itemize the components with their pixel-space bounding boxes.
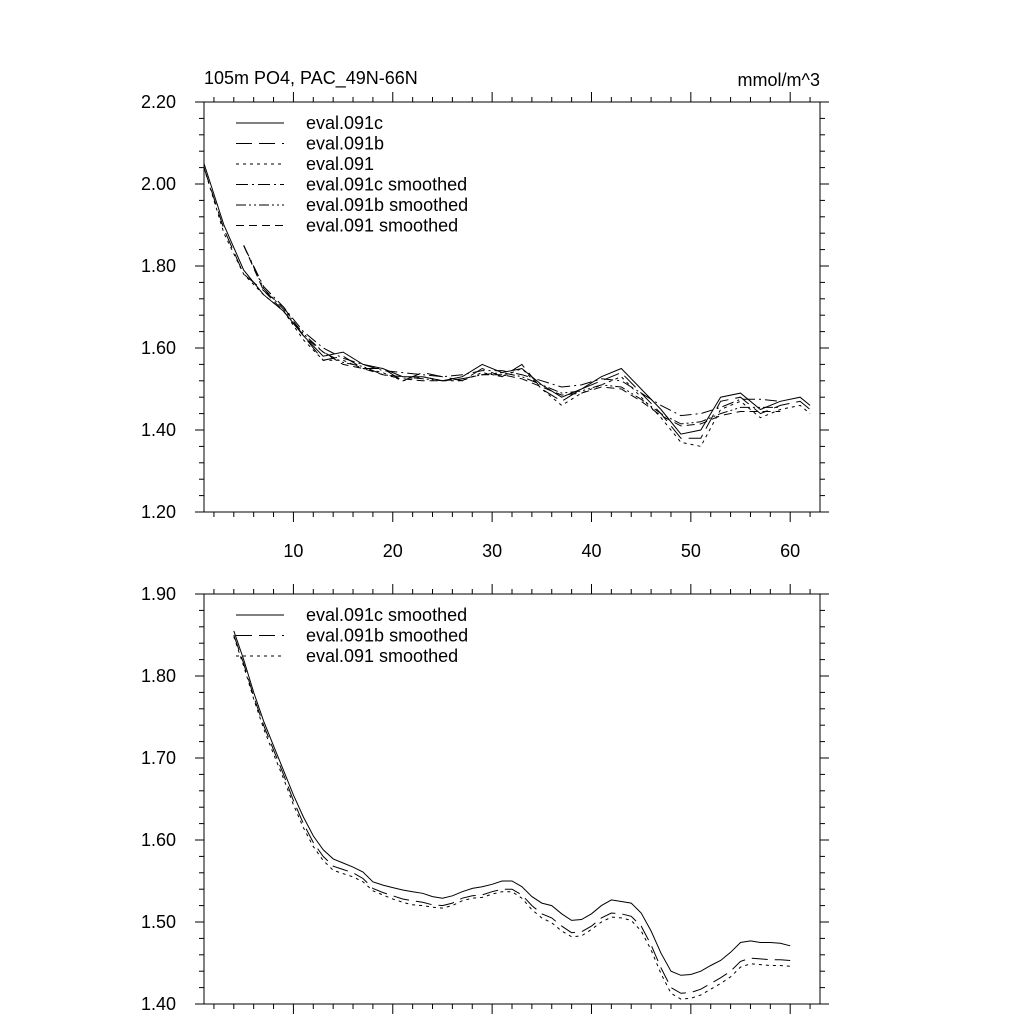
- legend-label-2: eval.091 smoothed: [306, 646, 458, 666]
- top-panel: 105m PO4, PAC_49N-66N mmol/m^3 1.201.401…: [141, 68, 829, 561]
- units-label: mmol/m^3: [738, 70, 820, 90]
- series-line-1: [203, 167, 811, 439]
- axes-top: 1.20 1.40 1.60 1.80 2.00 2.20 10 20 30 40 50 60: [141, 92, 829, 561]
- series-line-4: [243, 245, 781, 425]
- legend-label-4: eval.091b smoothed: [306, 195, 468, 215]
- y-tick-label: 1.40: [141, 420, 176, 440]
- y-tick-label: 1.70: [141, 748, 176, 768]
- x-tick-label: 40: [581, 541, 601, 561]
- series-line-1: [233, 634, 791, 994]
- y-tick-label: 1.90: [141, 584, 176, 604]
- y-tick-label: 1.50: [141, 912, 176, 932]
- series-line-3: [243, 245, 781, 417]
- series-bottom: [233, 630, 791, 1000]
- series-line-0: [233, 630, 791, 976]
- x-tick-label: 30: [482, 541, 502, 561]
- series-line-5: [243, 245, 781, 427]
- axes-bottom: 1.40 1.50 1.60 1.70 1.80 1.90: [141, 584, 829, 1014]
- y-tick-label: 1.60: [141, 338, 176, 358]
- legend-label-1: eval.091b: [306, 134, 384, 154]
- series-line-2: [233, 636, 791, 1000]
- y-tick-label: 1.20: [141, 502, 176, 522]
- legend-label-5: eval.091 smoothed: [306, 216, 458, 236]
- x-tick-label: 10: [283, 541, 303, 561]
- x-tick-label: 60: [780, 541, 800, 561]
- legend-label-1: eval.091b smoothed: [306, 626, 468, 646]
- legend-label-2: eval.091: [306, 154, 374, 174]
- y-tick-label: 2.20: [141, 92, 176, 112]
- legend-label-0: eval.091c smoothed: [306, 605, 467, 625]
- x-tick-label: 20: [383, 541, 403, 561]
- series-top: [203, 163, 811, 447]
- legend-label-3: eval.091c smoothed: [306, 175, 467, 195]
- y-tick-label: 1.40: [141, 994, 176, 1014]
- chart-title: 105m PO4, PAC_49N-66N: [204, 68, 418, 89]
- legend-label-0: eval.091c: [306, 113, 383, 133]
- y-tick-label: 1.60: [141, 830, 176, 850]
- y-tick-label: 2.00: [141, 174, 176, 194]
- y-tick-label: 1.80: [141, 256, 176, 276]
- y-tick-label: 1.80: [141, 666, 176, 686]
- bottom-panel: 1.40 1.50 1.60 1.70 1.80 1.90 eval.091c smoot…: [141, 584, 829, 1014]
- x-tick-label: 50: [681, 541, 701, 561]
